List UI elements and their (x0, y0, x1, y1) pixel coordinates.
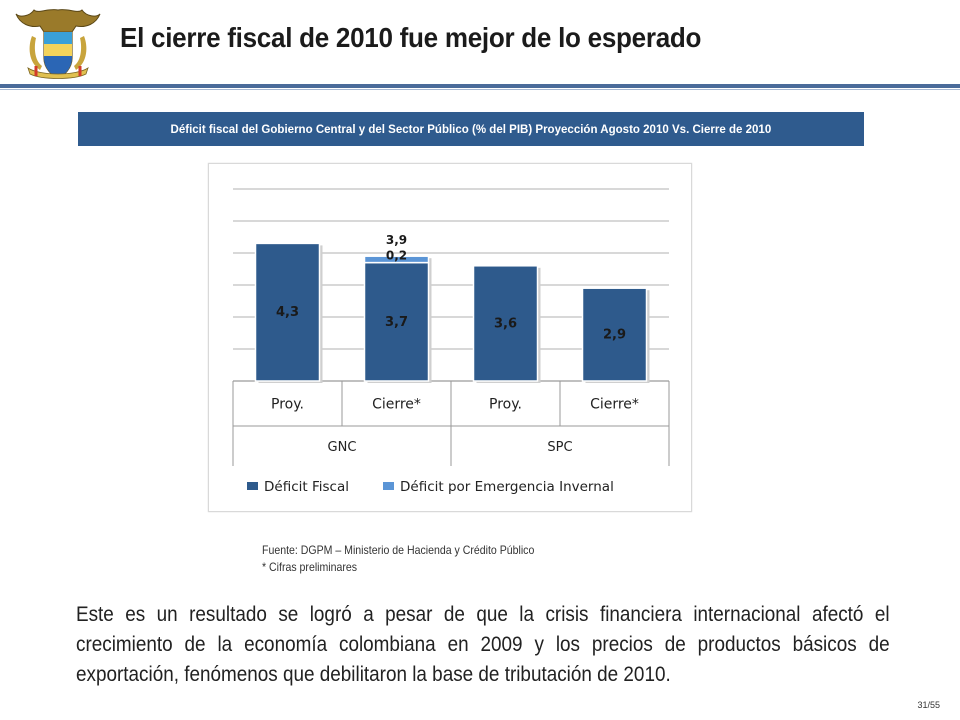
body-paragraph: Este es un resultado se logró a pesar de… (76, 603, 890, 686)
bar-emergencia-invernal (363, 255, 430, 264)
bar-deficit-fiscal (363, 261, 430, 382)
data-label-total: 3,9 (386, 233, 407, 247)
header-rule (0, 84, 960, 88)
bar-deficit-fiscal (581, 287, 648, 382)
chart-banner: Déficit fiscal del Gobierno Central y de… (78, 112, 864, 146)
category-tick-label: Cierre* (590, 397, 639, 413)
header-rule-thin (0, 89, 960, 90)
preliminary-note: * Cifras preliminares (262, 560, 358, 574)
group-tick-label: SPC (547, 440, 572, 455)
legend-swatch (247, 482, 258, 490)
group-tick-label: GNC (328, 440, 357, 455)
category-tick-label: Cierre* (372, 397, 421, 413)
category-tick-label: Proy. (489, 397, 522, 413)
category-tick-label: Proy. (271, 397, 304, 413)
chart-banner-text: Déficit fiscal del Gobierno Central y de… (170, 122, 772, 136)
bar-chart: 4,3 Proy. 3,7 0,2 3,9 Cierre* 3,6 Proy. 2,9 Cierr… (232, 188, 670, 495)
data-label-deficit-fiscal: 3,6 (494, 316, 517, 331)
bar-deficit-fiscal (472, 265, 539, 382)
data-label-emergencia-invernal: 0,2 (386, 249, 407, 263)
chart-container: 4,3 Proy. 3,7 0,2 3,9 Cierre* 3,6 Proy. 2,9 Cierr… (208, 163, 692, 512)
source-line: Fuente: DGPM – Ministerio de Hacienda y … (262, 543, 535, 557)
data-label-deficit-fiscal: 3,7 (385, 315, 408, 330)
page-title: El cierre fiscal de 2010 fue mejor de lo… (120, 22, 702, 53)
page-number: 31/55 (917, 700, 940, 710)
legend-label: Déficit por Emergencia Invernal (400, 479, 614, 495)
source-note: Fuente: DGPM – Ministerio de Hacienda y … (262, 542, 534, 576)
data-label-deficit-fiscal: 2,9 (603, 328, 626, 343)
data-label-deficit-fiscal: 4,3 (276, 305, 299, 320)
coat-of-arms-logo (15, 9, 101, 79)
bar-deficit-fiscal (254, 242, 321, 382)
legend-swatch (383, 482, 394, 490)
legend-label: Déficit Fiscal (264, 479, 349, 495)
